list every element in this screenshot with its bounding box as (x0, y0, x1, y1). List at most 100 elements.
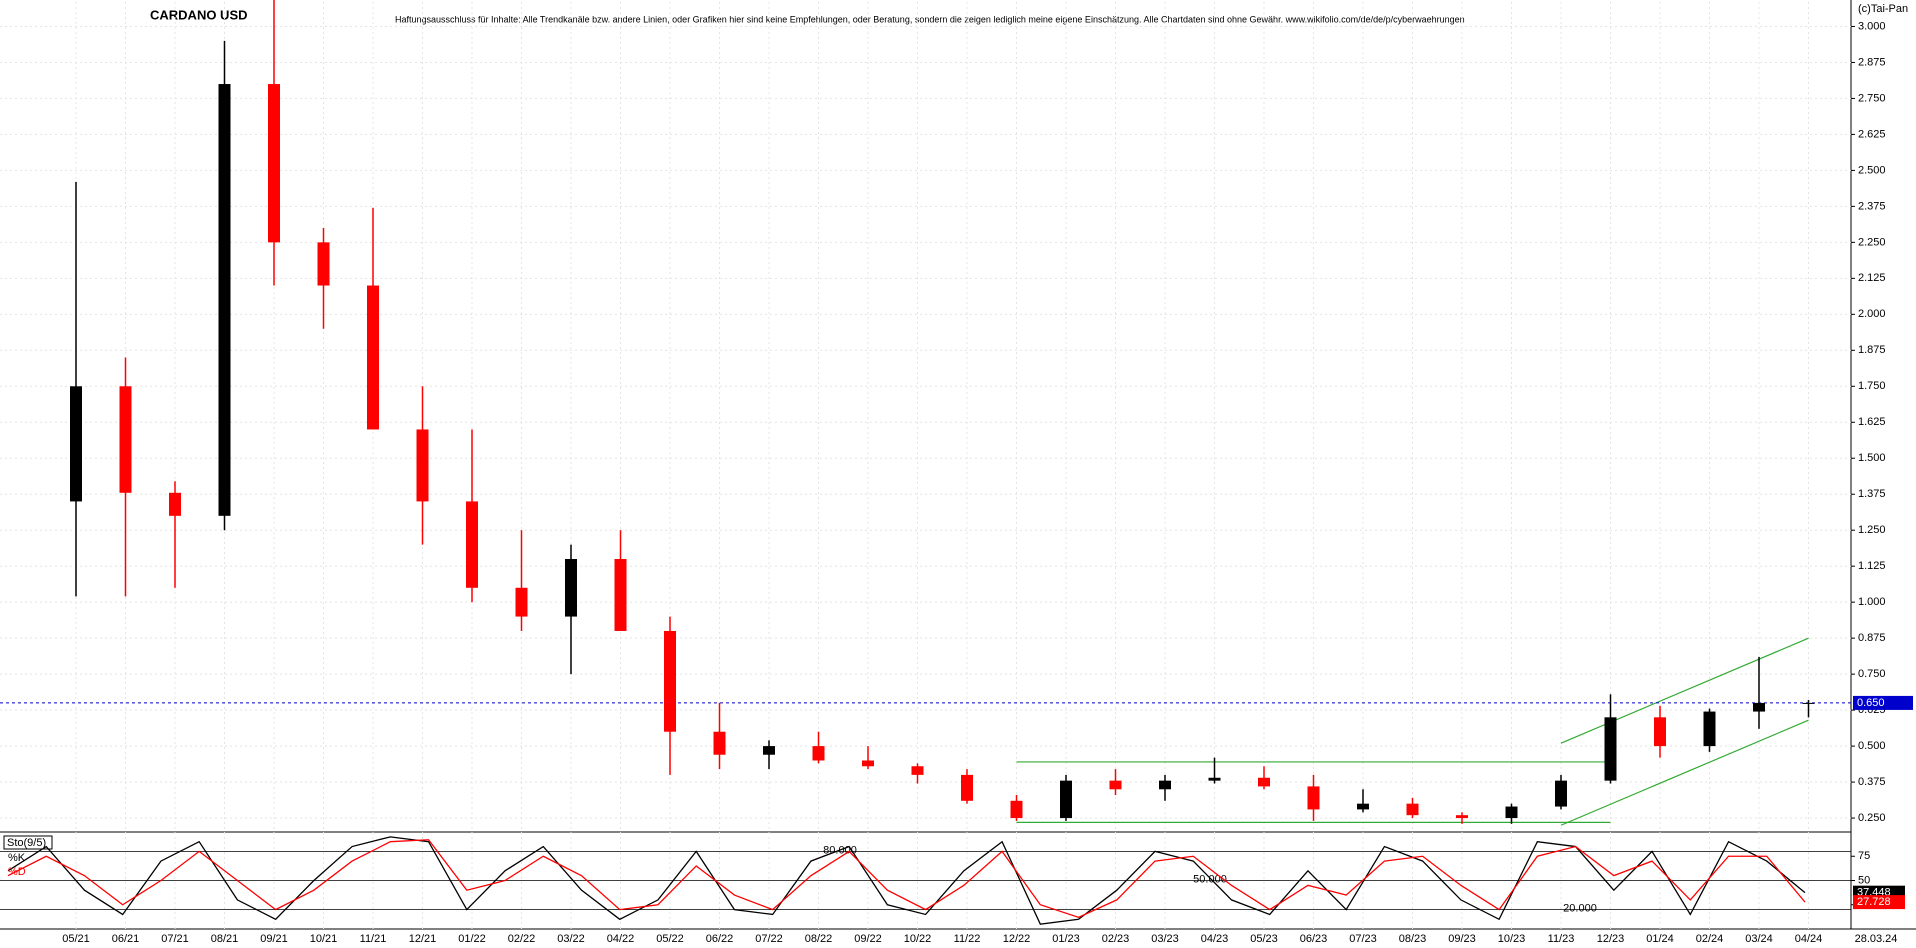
y-tick-label: 2.500 (1858, 164, 1886, 176)
x-tick-label: 01/24 (1646, 933, 1674, 945)
x-tick-label: 11/23 (1548, 933, 1575, 945)
x-tick-label: 07/22 (755, 933, 783, 945)
candle-body (961, 774, 973, 801)
candle-body (169, 492, 181, 516)
candle-body (119, 386, 132, 493)
x-tick-label: 06/22 (706, 933, 734, 945)
y-tick-label: 3.000 (1858, 20, 1886, 32)
y-tick-label: 1.125 (1858, 560, 1886, 572)
stoch-line (7, 839, 1806, 919)
candle-body (367, 285, 379, 430)
y-tick-label: 0.750 (1858, 668, 1886, 680)
candle-body (317, 242, 330, 286)
credit: (c)Tai-Pan (1858, 3, 1908, 15)
candle-body (565, 558, 577, 617)
y-tick-label: 2.000 (1858, 308, 1886, 320)
y-tick-label: 1.875 (1858, 344, 1886, 356)
x-tick-label: 06/23 (1300, 933, 1328, 945)
x-tick-label: 01/23 (1052, 933, 1080, 945)
y-tick-label: 0.250 (1858, 812, 1886, 824)
candle-body (1258, 777, 1270, 787)
candle-body (515, 587, 528, 617)
legend-label: %K (8, 852, 26, 864)
x-tick-label: 12/22 (1003, 933, 1031, 945)
y-tick-label: 0.500 (1858, 740, 1886, 752)
x-tick-label: 04/22 (607, 933, 635, 945)
x-tick-label: 07/23 (1349, 933, 1377, 945)
y-tick-label: 1.250 (1858, 524, 1886, 536)
y-tick-label: 2.625 (1858, 128, 1886, 140)
y-tick-label: 1.000 (1858, 596, 1886, 608)
candle-body (1654, 717, 1666, 747)
x-tick-label: 03/22 (557, 933, 585, 945)
stoch-line (7, 836, 1806, 925)
x-tick-label: 05/22 (656, 933, 684, 945)
candle-body (1307, 786, 1320, 810)
candle-body (416, 429, 429, 502)
candle-body (1456, 815, 1468, 819)
x-tick-label: 02/24 (1696, 933, 1724, 945)
indicator-box (3, 835, 53, 850)
x-tick-label: 05/23 (1250, 933, 1278, 945)
y-tick-label: 1.375 (1858, 488, 1886, 500)
candle-body (862, 760, 874, 767)
candle-body (713, 731, 726, 755)
x-tick-label: 03/24 (1745, 933, 1773, 945)
y-tick-label: 1.750 (1858, 380, 1886, 392)
y-tick-label: 2.125 (1858, 272, 1886, 284)
x-tick-label: 12/21 (409, 933, 437, 945)
x-tick-label: 04/24 (1795, 933, 1823, 945)
disclaimer: Haftungsausschluss für Inhalte: Alle Tre… (395, 14, 1465, 24)
candle-body (1159, 780, 1171, 790)
candle-body (70, 386, 82, 502)
candle-body (1208, 777, 1221, 781)
trend-line (1560, 719, 1809, 826)
candle-body (1060, 780, 1072, 819)
x-tick-label: 12/23 (1597, 933, 1625, 945)
x-tick-label: 08/21 (211, 933, 239, 945)
chart-title: CARDANO USD (150, 7, 248, 22)
last-value-box (1853, 895, 1905, 910)
x-tick-label: 01/22 (458, 933, 486, 945)
x-tick-label: 09/22 (854, 933, 882, 945)
y-tick-label: 0.875 (1858, 632, 1886, 644)
x-tick-label: 09/21 (260, 933, 288, 945)
candle-body (911, 766, 924, 775)
y-tick-label: 2.250 (1858, 236, 1886, 248)
candle-body (1604, 717, 1617, 781)
candle-body (466, 501, 478, 588)
y-tick-label: 75 (1858, 850, 1870, 862)
x-tick-label: 11/21 (360, 933, 387, 945)
indicator-title: Sto(9/5) (7, 837, 46, 849)
candle-body (763, 746, 775, 755)
candle-body (614, 558, 627, 631)
candle-body (1753, 702, 1765, 712)
x-tick-label: 10/23 (1498, 933, 1526, 945)
candle-body (1010, 800, 1023, 819)
candle-body (664, 630, 676, 732)
trend-line (1560, 637, 1809, 744)
y-tick-label: 1.625 (1858, 416, 1886, 428)
x-tick-label: 08/23 (1399, 933, 1427, 945)
candle-body (1555, 780, 1567, 807)
x-tick-label: 09/23 (1448, 933, 1476, 945)
y-tick-label: 0.375 (1858, 776, 1886, 788)
level-label: 20.000 (1563, 903, 1597, 915)
candle-body (812, 746, 825, 761)
date-label: 28.03.24 (1855, 933, 1898, 945)
candle-body (1703, 711, 1716, 747)
y-tick-label: 2.875 (1858, 56, 1886, 68)
y-tick-label: 2.375 (1858, 200, 1886, 212)
x-tick-label: 05/21 (62, 933, 90, 945)
last-value-label: 27.728 (1857, 896, 1891, 908)
x-tick-label: 02/22 (508, 933, 536, 945)
last-price-box (1853, 695, 1913, 710)
x-tick-label: 03/23 (1151, 933, 1179, 945)
candle-body (1357, 803, 1369, 810)
level-label: 50.000 (1193, 873, 1227, 885)
legend-label: %D (8, 866, 26, 878)
y-tick-label: 2.750 (1858, 92, 1886, 104)
last-price-label: 0.650 (1857, 697, 1885, 709)
